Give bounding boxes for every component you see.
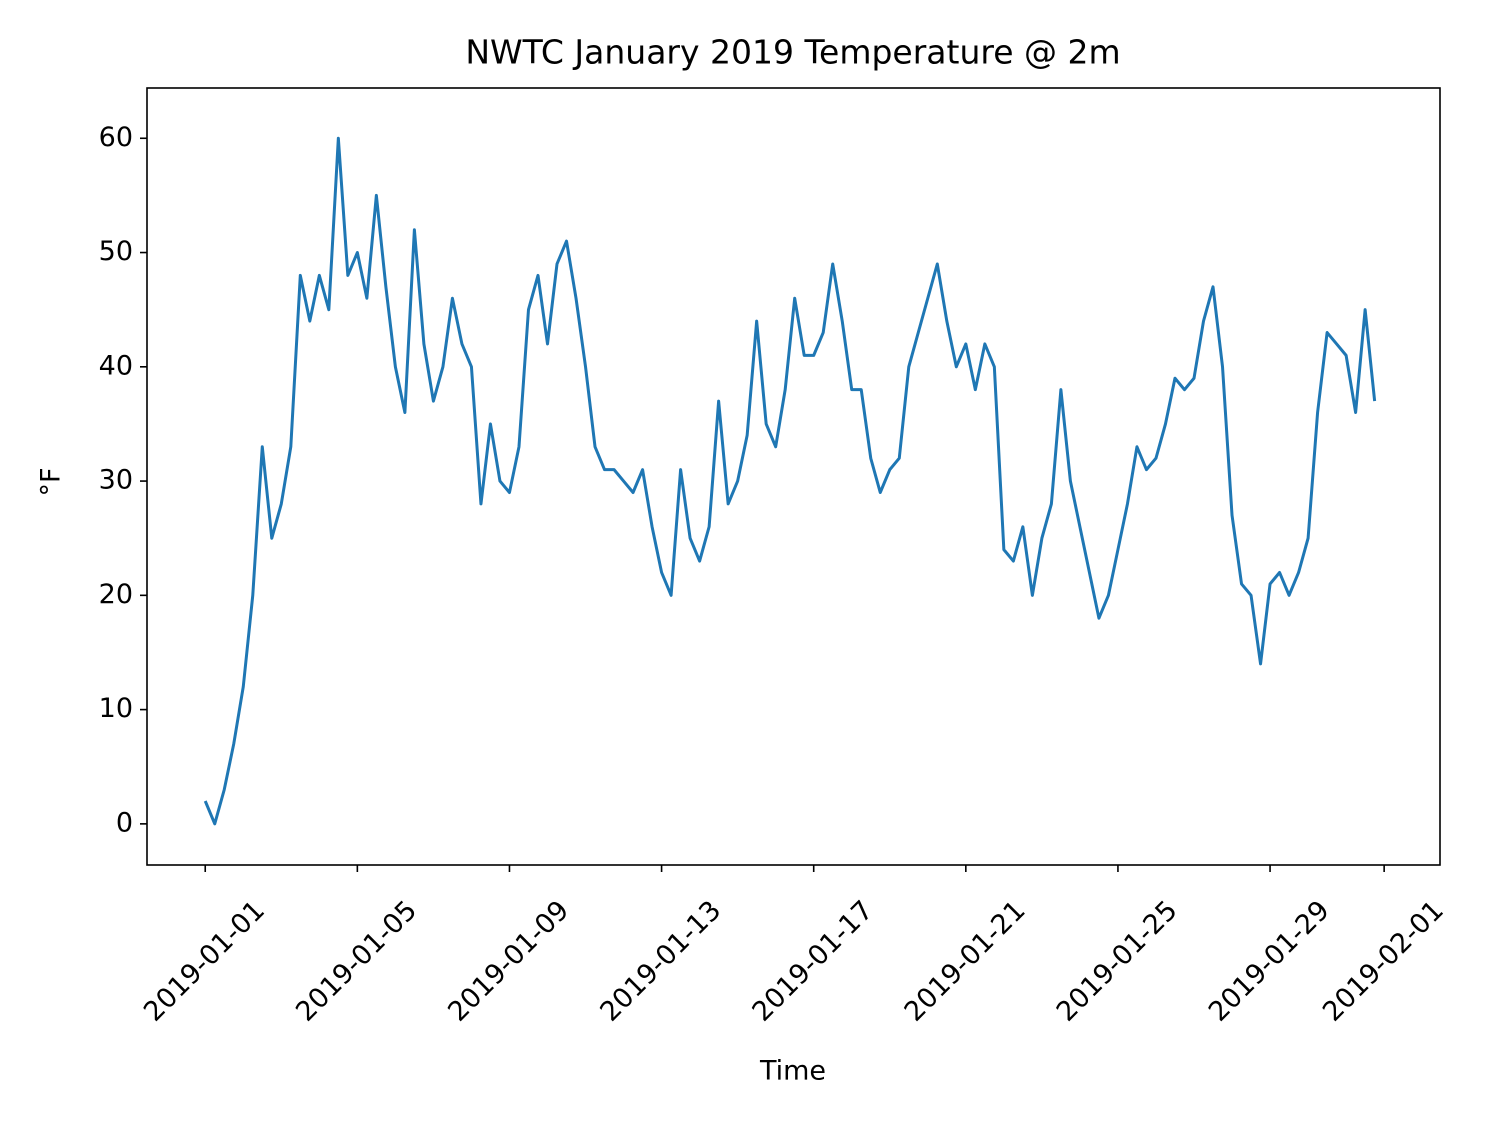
x-tick-label: 2019-02-01	[1317, 895, 1450, 1028]
data-line	[203, 136, 1377, 826]
axes-frame	[146, 87, 1441, 866]
chart-title: NWTC January 2019 Temperature @ 2m	[465, 33, 1120, 72]
y-tick-label: 0	[116, 807, 133, 838]
y-tick-label: 10	[99, 693, 133, 724]
x-tick-label: 2019-01-29	[1203, 895, 1336, 1028]
y-tick-label: 50	[99, 236, 133, 267]
x-tick-label: 2019-01-21	[899, 895, 1032, 1028]
y-tick-label: 40	[99, 350, 133, 381]
x-axis-label: Time	[759, 1056, 826, 1087]
y-tick-label: 60	[99, 122, 133, 153]
x-tick-label: 2019-01-13	[594, 895, 727, 1028]
y-tick-label: 20	[99, 579, 133, 610]
x-tick-label: 2019-01-17	[747, 895, 880, 1028]
y-tick-label: 30	[99, 465, 133, 496]
x-tick-label: 2019-01-25	[1051, 895, 1184, 1028]
x-tick-label: 2019-01-05	[290, 895, 423, 1028]
x-tick-label: 2019-01-01	[138, 895, 271, 1028]
y-axis-label: °F	[36, 467, 67, 496]
x-tick-label: 2019-01-09	[442, 895, 575, 1028]
